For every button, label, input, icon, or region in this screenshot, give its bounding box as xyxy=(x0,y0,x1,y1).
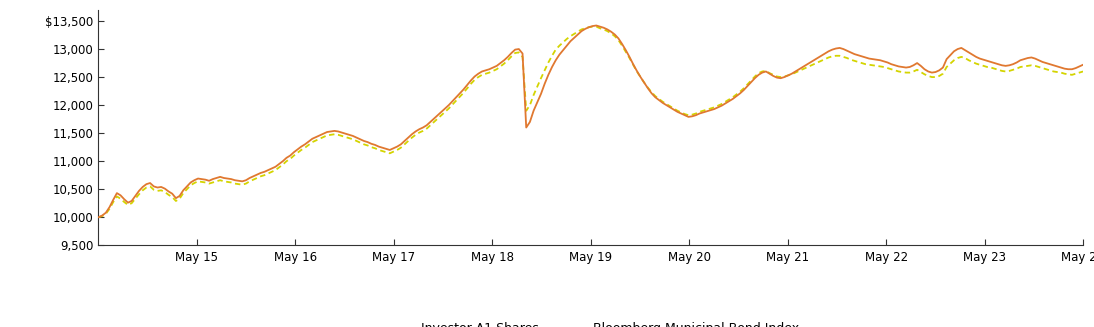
Investor A1 Shares xyxy=(173,194,186,198)
Investor A1 Shares xyxy=(590,24,603,27)
Line: Bloomberg Municipal Bond Index: Bloomberg Municipal Bond Index xyxy=(98,26,1083,217)
Investor A1 Shares xyxy=(892,64,905,68)
Investor A1 Shares xyxy=(324,129,337,133)
Investor A1 Shares xyxy=(697,111,710,114)
Investor A1 Shares xyxy=(1076,63,1090,67)
Bloomberg Municipal Bond Index xyxy=(586,25,600,28)
Bloomberg Municipal Bond Index xyxy=(324,133,337,137)
Line: Investor A1 Shares: Investor A1 Shares xyxy=(98,26,1083,217)
Bloomberg Municipal Bond Index xyxy=(1076,70,1090,74)
Bloomberg Municipal Bond Index xyxy=(616,44,629,48)
Investor A1 Shares xyxy=(92,215,105,219)
Investor A1 Shares xyxy=(423,120,437,124)
Bloomberg Municipal Bond Index xyxy=(892,70,905,74)
Bloomberg Municipal Bond Index xyxy=(423,123,437,127)
Bloomberg Municipal Bond Index xyxy=(92,215,105,219)
Legend: Investor A1 Shares, Bloomberg Municipal Bond Index: Investor A1 Shares, Bloomberg Municipal … xyxy=(377,318,804,327)
Bloomberg Municipal Bond Index xyxy=(173,197,186,201)
Bloomberg Municipal Bond Index xyxy=(697,109,710,113)
Investor A1 Shares xyxy=(616,42,629,46)
